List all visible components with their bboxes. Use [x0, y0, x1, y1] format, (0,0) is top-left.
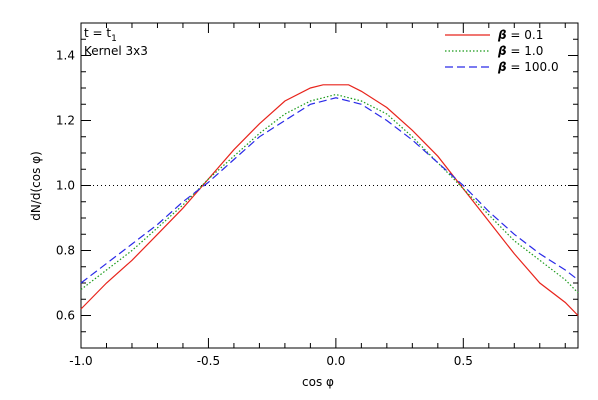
- legend: β = 0.1 β = 1.0 β = 100.0: [445, 28, 559, 74]
- annotation-kernel: Kernel 3x3: [84, 44, 148, 58]
- x-axis-label: cos φ: [302, 375, 334, 389]
- series-line-2: [80, 97, 579, 284]
- x-tick-label: 0.0: [326, 354, 345, 368]
- y-axis-label: dN/d(cos φ): [29, 151, 43, 221]
- x-tick-label: -1.0: [69, 354, 92, 368]
- series-line-1: [80, 93, 579, 294]
- legend-label-2: β = 100.0: [497, 60, 559, 74]
- y-tick-label: 1.4: [56, 49, 75, 63]
- legend-label-0: β = 0.1: [497, 28, 543, 42]
- series-line-0: [80, 84, 579, 316]
- series-group: [80, 84, 579, 316]
- y-tick-label: 0.6: [56, 309, 75, 323]
- annotation-time: t = t1: [84, 26, 117, 44]
- legend-label-1: β = 1.0: [497, 44, 543, 58]
- x-tick-label: -0.5: [197, 354, 220, 368]
- axis-ticks: -1.0 -0.5 0.0 0.5 0.6 0.8 1.0 1.2 1.4: [56, 22, 578, 368]
- y-tick-label: 1.2: [56, 114, 75, 128]
- y-tick-label: 1.0: [56, 179, 75, 193]
- x-tick-label: 0.5: [454, 354, 473, 368]
- y-tick-label: 0.8: [56, 244, 75, 258]
